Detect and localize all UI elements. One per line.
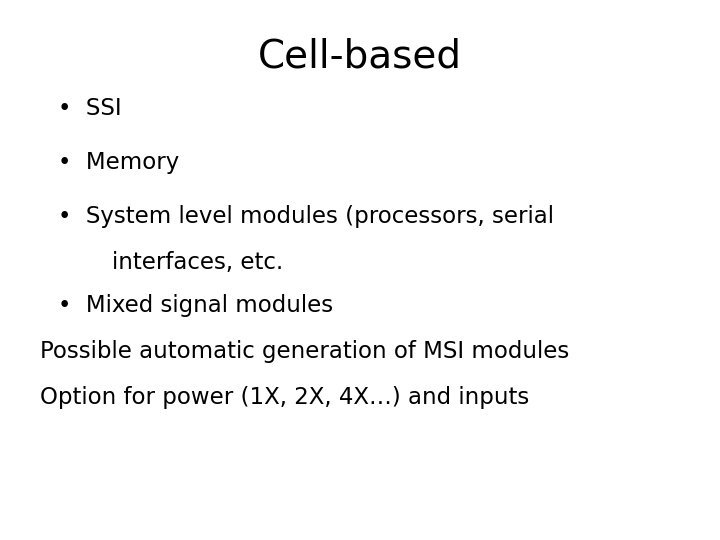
Text: •  Memory: • Memory	[58, 151, 179, 174]
Text: Cell-based: Cell-based	[258, 38, 462, 76]
Text: Option for power (1X, 2X, 4X…) and inputs: Option for power (1X, 2X, 4X…) and input…	[40, 386, 529, 409]
Text: Possible automatic generation of MSI modules: Possible automatic generation of MSI mod…	[40, 340, 569, 363]
Text: interfaces, etc.: interfaces, etc.	[112, 251, 283, 274]
Text: •  SSI: • SSI	[58, 97, 121, 120]
Text: •  Mixed signal modules: • Mixed signal modules	[58, 294, 333, 318]
Text: •  System level modules (processors, serial: • System level modules (processors, seri…	[58, 205, 554, 228]
